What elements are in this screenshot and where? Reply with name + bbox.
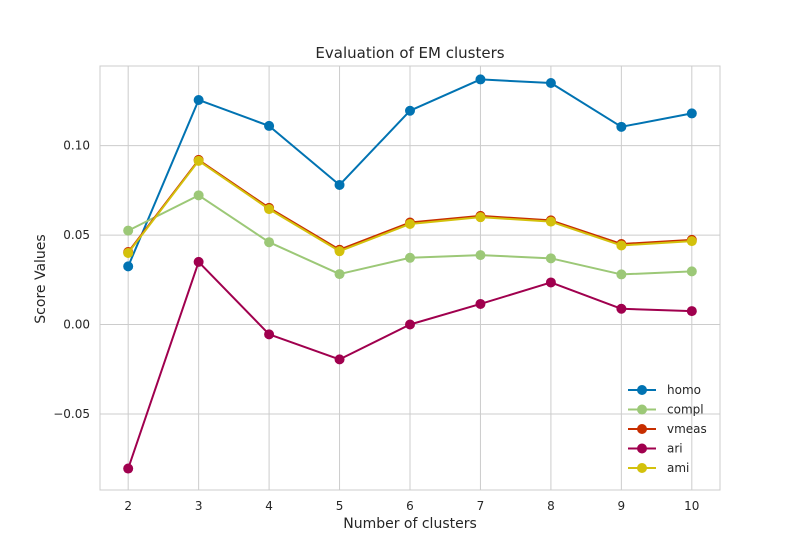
data-point-ami [616,240,627,251]
y-tick-label: 0.10 [63,139,90,153]
legend-item-compl: compl [628,403,704,417]
data-point-homo [686,108,697,119]
series [123,74,697,474]
x-tick-label: 9 [618,499,626,513]
y-axis-label: Score Values [33,234,49,323]
x-tick-label: 4 [265,499,273,513]
legend-label: vmeas [667,422,707,436]
legend: homo compl vmeas ari ami [628,383,707,475]
data-point-ami [334,246,345,257]
legend-swatch-marker [637,424,647,434]
x-tick-label: 8 [547,499,555,513]
legend-swatch-marker [637,463,647,473]
data-point-compl [193,190,204,201]
plot-frame [99,65,721,491]
data-point-compl [545,253,556,264]
legend-label: homo [667,383,701,397]
series-homo [123,74,697,272]
data-point-homo [616,121,627,132]
x-tick-label: 10 [684,499,699,513]
data-point-ami [405,218,415,229]
data-point-ari [616,303,627,314]
data-point-ami [193,155,204,166]
data-point-compl [616,269,627,280]
data-point-homo [264,120,275,131]
data-point-ari [334,354,345,365]
data-point-ami [123,247,134,258]
data-point-ari [123,463,134,474]
data-point-homo [334,179,345,190]
data-point-homo [193,94,204,105]
legend-item-ari: ari [628,442,683,456]
legend-swatch-marker [637,443,647,454]
chart-title: Evaluation of EM clusters [315,44,504,62]
data-point-ami [475,212,486,223]
data-point-compl [405,252,415,263]
x-tick-label: 7 [477,499,485,513]
data-point-ari [686,306,697,317]
data-point-ami [545,216,556,227]
data-point-ami [686,236,697,247]
data-point-ami [264,204,275,215]
series-ari [123,256,697,474]
legend-item-vmeas: vmeas [628,422,707,436]
y-tick-label: 0.00 [63,318,90,332]
data-point-ari [475,298,486,309]
data-point-ari [193,256,204,267]
x-axis-label: Number of clusters [343,516,477,532]
legend-item-ami: ami [628,461,689,475]
y-tick-label: 0.05 [63,228,90,242]
data-point-compl [123,225,134,236]
legend-swatch-marker [637,404,647,415]
series-ami [123,155,697,258]
data-point-compl [686,266,697,277]
x-tick-label: 5 [336,499,344,513]
data-point-ari [405,319,415,330]
series-compl [123,190,697,280]
legend-label: ami [667,461,689,475]
legend-label: ari [667,442,683,456]
data-point-homo [123,261,134,272]
data-point-homo [545,77,556,88]
y-tick-label: −0.05 [53,407,90,421]
ticks: 2 3 4 5 6 7 8 9 10 −0.05 0.00 0.05 0.10 [53,139,699,513]
data-point-homo [475,74,486,85]
legend-item-homo: homo [628,383,701,397]
data-point-homo [405,105,415,116]
x-tick-label: 2 [124,499,132,513]
data-point-compl [334,269,345,280]
data-point-compl [264,237,275,248]
data-point-ari [545,277,556,288]
legend-swatch-marker [637,385,647,395]
legend-label: compl [667,403,704,417]
data-point-compl [475,250,486,261]
x-tick-label: 6 [406,499,414,513]
data-point-ari [264,329,275,340]
x-tick-label: 3 [195,499,203,513]
